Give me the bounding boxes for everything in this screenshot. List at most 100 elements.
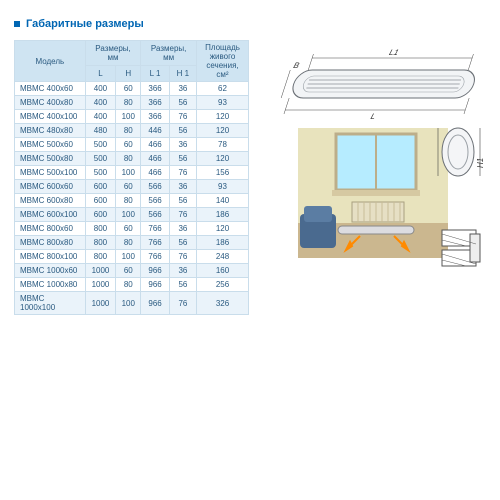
cell-L1: 566 xyxy=(141,208,169,222)
cell-area: 120 xyxy=(197,222,249,236)
cell-H: 60 xyxy=(116,138,141,152)
table-row: МВМС 600х10060010056676186 xyxy=(15,208,249,222)
cell-H1: 36 xyxy=(169,82,196,96)
cell-model: МВМС 800х60 xyxy=(15,222,86,236)
content-area: Модель Размеры, мм Размеры, мм Площадь ж… xyxy=(14,40,486,315)
cell-L1: 366 xyxy=(141,110,169,124)
table-row: МВМС 500х805008046656120 xyxy=(15,152,249,166)
cell-H: 80 xyxy=(116,278,141,292)
table-row: МВМС 400х10040010036676120 xyxy=(15,110,249,124)
cell-H1: 76 xyxy=(169,250,196,264)
cell-H1: 56 xyxy=(169,236,196,250)
table-row: МВМС 1000х100100010096676326 xyxy=(15,292,249,315)
cell-L: 400 xyxy=(85,82,116,96)
table-row: МВМС 800х10080010076676248 xyxy=(15,250,249,264)
illustrations: L1 L B xyxy=(259,40,486,258)
col-L1: L 1 xyxy=(141,66,169,82)
cell-H: 60 xyxy=(116,264,141,278)
table-body: МВМС 400х60400603663662МВМС 400х80400803… xyxy=(15,82,249,315)
cell-model: МВМС 800х100 xyxy=(15,250,86,264)
cell-H1: 56 xyxy=(169,278,196,292)
cell-model: МВМС 500х60 xyxy=(15,138,86,152)
col-H: H xyxy=(116,66,141,82)
table-row: МВМС 1000х8010008096656256 xyxy=(15,278,249,292)
cell-L1: 466 xyxy=(141,166,169,180)
cell-model: МВМС 400х100 xyxy=(15,110,86,124)
cell-L1: 366 xyxy=(141,96,169,110)
cell-H: 80 xyxy=(116,236,141,250)
cell-H1: 56 xyxy=(169,194,196,208)
cell-H: 60 xyxy=(116,222,141,236)
cell-L1: 966 xyxy=(141,278,169,292)
cell-L1: 466 xyxy=(141,152,169,166)
cell-H1: 76 xyxy=(169,208,196,222)
cell-L1: 966 xyxy=(141,292,169,315)
cell-L: 1000 xyxy=(85,292,116,315)
cell-L: 600 xyxy=(85,208,116,222)
svg-text:H: H xyxy=(436,162,438,168)
col-L: L xyxy=(85,66,116,82)
cell-model: МВМС 800х80 xyxy=(15,236,86,250)
cell-model: МВМС 480х80 xyxy=(15,124,86,138)
svg-text:L1: L1 xyxy=(388,48,400,57)
cell-area: 248 xyxy=(197,250,249,264)
cell-H: 100 xyxy=(116,208,141,222)
cell-area: 326 xyxy=(197,292,249,315)
table-row: МВМС 400х80400803665693 xyxy=(15,96,249,110)
cell-area: 160 xyxy=(197,264,249,278)
cell-H: 100 xyxy=(116,166,141,180)
col-model: Модель xyxy=(15,41,86,82)
cell-L: 800 xyxy=(85,236,116,250)
col-size: Размеры, мм xyxy=(85,41,141,66)
col-size2: Размеры, мм xyxy=(141,41,197,66)
cell-L1: 566 xyxy=(141,180,169,194)
col-H1: H 1 xyxy=(169,66,196,82)
cell-model: МВМС 400х80 xyxy=(15,96,86,110)
cell-L: 500 xyxy=(85,138,116,152)
table-row: МВМС 600х60600605663693 xyxy=(15,180,249,194)
cell-model: МВМС 1000х100 xyxy=(15,292,86,315)
table-row: МВМС 600х806008056656140 xyxy=(15,194,249,208)
svg-text:B: B xyxy=(292,61,301,70)
cell-area: 120 xyxy=(197,124,249,138)
cell-L: 800 xyxy=(85,222,116,236)
table-row: МВМС 500х60500604663678 xyxy=(15,138,249,152)
svg-text:L: L xyxy=(369,112,376,120)
cell-model: МВМС 400х60 xyxy=(15,82,86,96)
cell-L: 500 xyxy=(85,152,116,166)
cell-H: 80 xyxy=(116,96,141,110)
table-row: МВМС 800х808008076656186 xyxy=(15,236,249,250)
table-row: МВМС 1000х6010006096636160 xyxy=(15,264,249,278)
cell-L: 600 xyxy=(85,194,116,208)
top-diagram: L1 L B xyxy=(263,40,483,120)
cell-L: 400 xyxy=(85,110,116,124)
cell-L: 800 xyxy=(85,250,116,264)
cell-area: 62 xyxy=(197,82,249,96)
cell-H: 100 xyxy=(116,110,141,124)
cell-L: 400 xyxy=(85,96,116,110)
table-row: МВМС 800х608006076636120 xyxy=(15,222,249,236)
cell-H1: 36 xyxy=(169,222,196,236)
cell-model: МВМС 500х80 xyxy=(15,152,86,166)
cell-area: 256 xyxy=(197,278,249,292)
cell-L1: 366 xyxy=(141,82,169,96)
dimensions-table: Модель Размеры, мм Размеры, мм Площадь ж… xyxy=(14,40,249,315)
cell-L1: 446 xyxy=(141,124,169,138)
cell-model: МВМС 600х100 xyxy=(15,208,86,222)
cell-area: 186 xyxy=(197,208,249,222)
cell-model: МВМС 1000х60 xyxy=(15,264,86,278)
cell-H1: 56 xyxy=(169,96,196,110)
cell-area: 93 xyxy=(197,96,249,110)
cell-H1: 56 xyxy=(169,152,196,166)
cell-model: МВМС 500х100 xyxy=(15,166,86,180)
cell-H1: 76 xyxy=(169,166,196,180)
cell-L1: 766 xyxy=(141,222,169,236)
cell-L: 1000 xyxy=(85,278,116,292)
cell-area: 93 xyxy=(197,180,249,194)
title-text: Габаритные размеры xyxy=(26,18,144,30)
cell-H1: 36 xyxy=(169,138,196,152)
cell-model: МВМС 1000х80 xyxy=(15,278,86,292)
cell-L1: 466 xyxy=(141,138,169,152)
cell-H1: 76 xyxy=(169,292,196,315)
cell-H1: 56 xyxy=(169,124,196,138)
